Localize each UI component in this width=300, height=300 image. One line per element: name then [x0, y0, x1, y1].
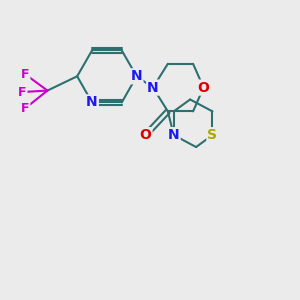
Text: F: F: [21, 68, 29, 81]
Text: N: N: [168, 128, 180, 142]
Text: N: N: [147, 81, 159, 94]
Text: F: F: [21, 102, 29, 115]
Text: S: S: [207, 128, 218, 142]
Text: O: O: [140, 128, 152, 142]
Text: N: N: [131, 69, 142, 83]
Text: O: O: [198, 81, 209, 94]
Text: N: N: [86, 95, 98, 110]
Text: F: F: [18, 85, 26, 98]
